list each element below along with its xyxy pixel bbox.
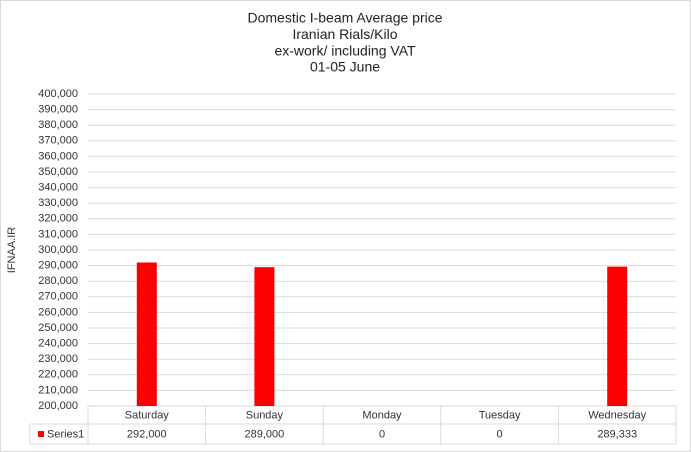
- chart-title: Iranian Rials/Kilo: [292, 26, 397, 42]
- y-tick-label: 310,000: [38, 228, 78, 240]
- data-table-value: 0: [497, 428, 503, 440]
- y-axis-label: IFNAA.IR: [6, 227, 18, 274]
- y-tick-label: 200,000: [38, 400, 78, 412]
- y-tick-label: 330,000: [38, 197, 78, 209]
- chart-title: 01-05 June: [310, 59, 380, 75]
- legend-key: [38, 431, 44, 437]
- y-tick-label: 240,000: [38, 338, 78, 350]
- data-table-value: 289,333: [597, 428, 637, 440]
- bar: [254, 267, 275, 406]
- x-tick-label: Wednesday: [588, 409, 646, 421]
- y-tick-label: 260,000: [38, 306, 78, 318]
- y-tick-label: 390,000: [38, 104, 78, 116]
- y-tick-label: 280,000: [38, 275, 78, 287]
- bar: [607, 266, 628, 406]
- x-tick-label: Saturday: [125, 409, 170, 421]
- x-tick-label: Tuesday: [479, 409, 521, 421]
- y-tick-label: 230,000: [38, 353, 78, 365]
- y-tick-label: 290,000: [38, 260, 78, 272]
- y-tick-label: 400,000: [38, 88, 78, 100]
- chart-title: ex-work/ including VAT: [274, 42, 416, 58]
- y-tick-label: 370,000: [38, 135, 78, 147]
- x-tick-label: Monday: [362, 409, 402, 421]
- y-tick-label: 210,000: [38, 384, 78, 396]
- data-table-value: 0: [379, 428, 385, 440]
- y-tick-label: 320,000: [38, 213, 78, 225]
- y-tick-label: 350,000: [38, 166, 78, 178]
- bar: [136, 262, 157, 406]
- y-tick-label: 270,000: [38, 291, 78, 303]
- data-table-value: 292,000: [127, 428, 167, 440]
- y-tick-label: 220,000: [38, 369, 78, 381]
- y-tick-label: 340,000: [38, 182, 78, 194]
- y-tick-label: 360,000: [38, 150, 78, 162]
- legend-label: Series1: [47, 428, 84, 440]
- data-table-value: 289,000: [245, 428, 285, 440]
- y-tick-label: 380,000: [38, 119, 78, 131]
- chart-title: Domestic I-beam Average price: [247, 10, 442, 26]
- x-tick-label: Sunday: [246, 409, 284, 421]
- y-tick-label: 250,000: [38, 322, 78, 334]
- y-tick-label: 300,000: [38, 244, 78, 256]
